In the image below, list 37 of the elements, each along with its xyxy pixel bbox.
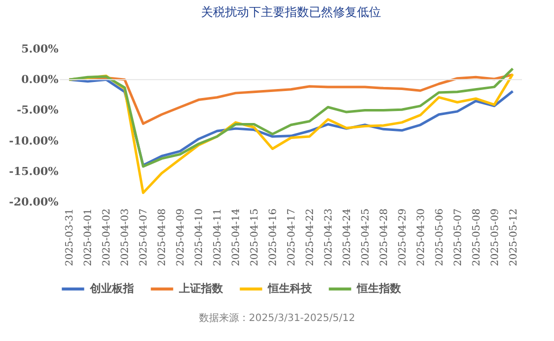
x-tick-label: 2025-03-31 — [64, 208, 76, 266]
legend-label: 上证指数 — [178, 282, 224, 295]
y-tick-label: -10.00% — [9, 134, 60, 148]
x-tick-label: 2025-04-01 — [83, 208, 94, 266]
x-tick-label: 2025-04-30 — [416, 208, 427, 266]
x-tick-label: 2025-04-11 — [212, 208, 224, 266]
x-tick-label: 2025-04-28 — [378, 208, 390, 266]
legend-label: 恒生科技 — [267, 282, 313, 295]
y-tick-label: -20.00% — [9, 196, 60, 208]
source-note: 数据来源：2025/3/31-2025/5/12 — [198, 312, 356, 325]
x-tick-label: 2025-05-07 — [452, 208, 464, 266]
x-tick-label: 2025-05-12 — [508, 208, 520, 266]
x-tick-label: 2025-05-06 — [434, 208, 446, 266]
y-tick-label: 5.00% — [21, 42, 60, 56]
y-tick-label: 0.00% — [21, 73, 60, 86]
x-tick-label: 2025-04-14 — [231, 208, 242, 266]
x-tick-label: 2025-04-03 — [120, 208, 132, 266]
x-tick-label: 2025-04-17 — [286, 208, 298, 266]
x-tick-label: 2025-04-08 — [157, 208, 168, 266]
x-tick-label: 2025-04-29 — [397, 208, 408, 266]
y-tick-label: -5.00% — [16, 104, 60, 117]
legend-label: 恒生指数 — [356, 282, 402, 295]
x-tick-label: 2025-04-16 — [268, 208, 280, 266]
chart-title: 关税扰动下主要指数已然修复低位 — [201, 5, 381, 19]
x-tick-label: 2025-04-15 — [250, 208, 261, 266]
x-tick-label: 2025-04-24 — [342, 208, 353, 266]
x-tick-label: 2025-04-09 — [176, 208, 187, 266]
x-tick-label: 2025-04-23 — [323, 208, 334, 266]
x-tick-label: 2025-05-08 — [471, 208, 482, 266]
x-tick-label: 2025-04-25 — [360, 208, 372, 266]
x-tick-label: 2025-04-02 — [102, 208, 113, 266]
x-tick-label: 2025-04-07 — [138, 208, 150, 266]
x-tick-label: 2025-04-10 — [194, 208, 206, 266]
x-tick-label: 2025-04-22 — [304, 208, 316, 266]
y-tick-label: -15.00% — [9, 164, 60, 178]
legend-label: 创业板指 — [89, 282, 134, 295]
x-tick-label: 2025-05-09 — [490, 208, 501, 266]
